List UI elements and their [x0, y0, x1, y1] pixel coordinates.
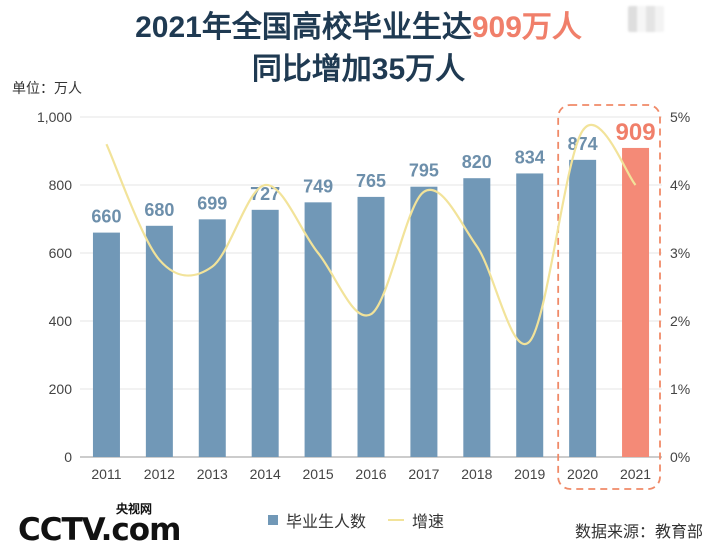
- bar: [463, 178, 491, 457]
- bar-value-label: 699: [197, 193, 227, 213]
- bar: [516, 173, 544, 457]
- logo-cn-text: 央视网: [116, 502, 153, 516]
- legend-line-swatch: [388, 519, 405, 521]
- bar-value-label: 749: [303, 176, 333, 196]
- source-label: 数据来源：教育部: [574, 524, 703, 541]
- y-tick-right: 5%: [670, 109, 690, 125]
- blurred-watermark: [628, 6, 664, 32]
- bar: [145, 225, 173, 457]
- x-tick-label: 2014: [250, 466, 281, 482]
- x-tick-label: 2021: [620, 466, 651, 482]
- bar-value-label: 765: [356, 171, 386, 191]
- y-tick-left: 800: [49, 177, 73, 193]
- y-tick-right: 1%: [670, 381, 690, 397]
- bar-value-label: 820: [462, 152, 492, 172]
- bar: [410, 186, 438, 457]
- title-prefix: 2021年全国高校毕业生达: [135, 11, 472, 44]
- bar: [251, 209, 279, 457]
- x-tick-label: 2020: [567, 466, 598, 482]
- y-tick-left: 1,000: [37, 109, 72, 125]
- bar: [198, 219, 226, 457]
- x-tick-label: 2015: [303, 466, 334, 482]
- legend-line-label: 增速: [412, 514, 445, 531]
- bar-value-label: 909: [616, 119, 656, 146]
- y-tick-right: 4%: [670, 177, 690, 193]
- logo-text: CCTV.com: [18, 512, 181, 548]
- bar-value-label: 874: [568, 134, 598, 154]
- unit-label: 单位：万人: [12, 80, 82, 96]
- growth-rate-line: [105, 123, 637, 346]
- chart-title-line1: 2021年全国高校毕业生达909万人: [0, 10, 717, 46]
- y-tick-right: 2%: [670, 313, 690, 329]
- chart-title-line2: 同比增加35万人: [251, 53, 466, 86]
- cctv-logo: 央视网 CCTV.com: [18, 500, 181, 548]
- bar: [622, 147, 650, 457]
- y-tick-left: 400: [49, 313, 73, 329]
- bar: [569, 159, 597, 457]
- legend-bar-swatch: [268, 515, 278, 525]
- y-tick-left: 600: [49, 245, 73, 261]
- x-tick-label: 2018: [461, 466, 492, 482]
- x-tick-label: 2012: [144, 466, 175, 482]
- x-tick-label: 2019: [514, 466, 545, 482]
- bar-value-label: 680: [144, 200, 174, 220]
- highlight-box: [557, 104, 661, 490]
- title-accent: 909万人: [471, 11, 582, 44]
- legend-bar-label: 毕业生人数: [286, 514, 367, 531]
- bar: [357, 196, 385, 457]
- bar-value-label: 660: [91, 207, 121, 227]
- legend: 毕业生人数 增速: [268, 508, 444, 532]
- bar-value-label: 795: [409, 161, 439, 181]
- y-tick-left: 200: [49, 381, 73, 397]
- y-tick-left: 0: [64, 449, 72, 465]
- x-tick-label: 2017: [408, 466, 439, 482]
- bar-value-label: 834: [515, 147, 545, 167]
- bar: [92, 232, 120, 457]
- y-tick-right: 0%: [670, 449, 690, 465]
- x-tick-label: 2016: [355, 466, 386, 482]
- x-tick-label: 2013: [197, 466, 228, 482]
- bar: [304, 202, 332, 457]
- y-tick-right: 3%: [670, 245, 690, 261]
- x-tick-label: 2011: [91, 466, 121, 482]
